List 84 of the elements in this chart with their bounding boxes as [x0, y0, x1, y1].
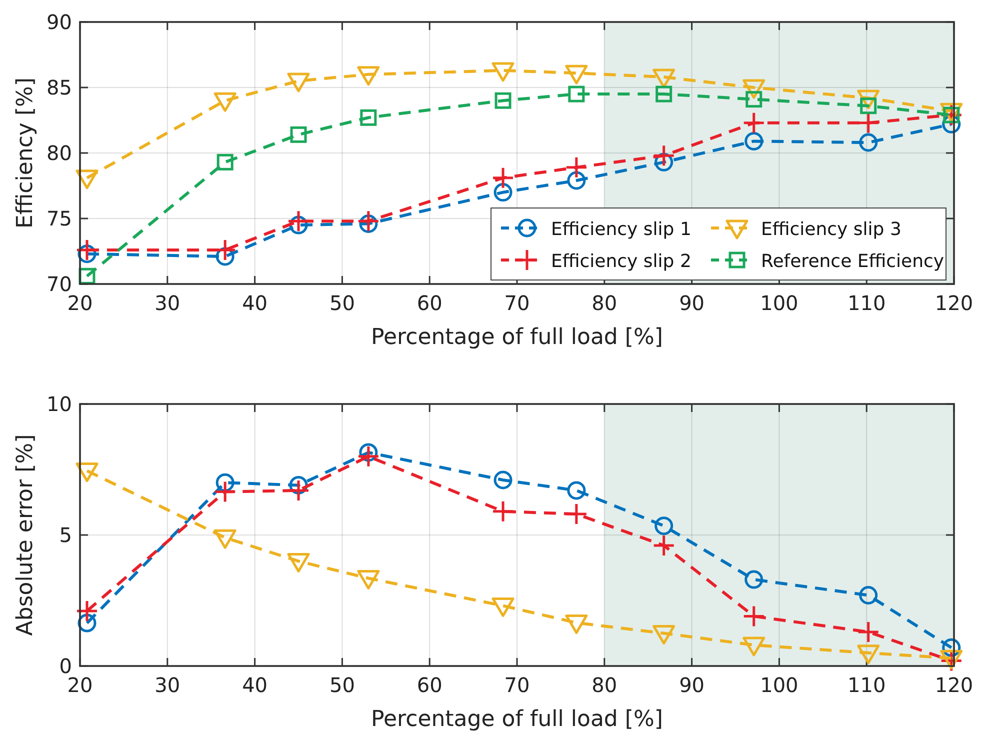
- x-tick-label: 90: [679, 673, 705, 697]
- point: [76, 600, 98, 622]
- x-axis-title: Percentage of full load [%]: [371, 707, 663, 732]
- point: [357, 66, 380, 86]
- point: [78, 614, 96, 632]
- point: [744, 132, 764, 150]
- point: [216, 473, 234, 492]
- x-tick-label: 120: [934, 291, 974, 315]
- point: [214, 480, 236, 504]
- point: [290, 126, 307, 143]
- x-tick-label: 100: [760, 291, 798, 315]
- point: [652, 144, 676, 167]
- y-tick-label: 80: [46, 141, 72, 165]
- point: [652, 68, 676, 88]
- point: [214, 92, 236, 112]
- point: [654, 516, 674, 536]
- x-tick-label: 70: [504, 673, 530, 697]
- point: [652, 534, 676, 557]
- point: [565, 502, 588, 526]
- x-tick-label: 110: [848, 291, 886, 315]
- point: [214, 529, 236, 549]
- point: [744, 570, 764, 589]
- point: [859, 133, 878, 152]
- point: [287, 479, 310, 502]
- point: [492, 62, 514, 82]
- point: [656, 86, 672, 102]
- point: [742, 112, 766, 134]
- y-tick-label: 85: [46, 76, 72, 100]
- x-tick-label: 60: [416, 673, 442, 697]
- y-tick-label: 5: [59, 523, 72, 547]
- legend-label: Efficiency slip 2: [551, 251, 692, 272]
- point: [492, 500, 514, 523]
- point: [565, 614, 588, 634]
- y-axis-title: Efficiency [%]: [13, 77, 38, 229]
- point: [742, 636, 766, 656]
- point: [567, 481, 586, 500]
- point: [565, 156, 588, 179]
- point: [492, 166, 514, 190]
- point: [857, 644, 880, 664]
- x-axis-title: Percentage of full load [%]: [371, 325, 663, 350]
- point: [216, 154, 234, 170]
- point: [360, 109, 377, 126]
- x-tick-label: 90: [679, 291, 705, 315]
- point: [494, 92, 512, 109]
- x-tick-label: 30: [154, 673, 180, 697]
- x-tick-label: 60: [416, 291, 442, 315]
- point: [567, 171, 586, 190]
- x-tick-label: 100: [760, 673, 798, 697]
- point: [494, 183, 512, 202]
- point: [859, 586, 878, 605]
- y-tick-label: 75: [46, 206, 72, 230]
- y-tick-label: 10: [46, 392, 72, 416]
- x-tick-label: 50: [329, 291, 355, 315]
- point: [287, 72, 310, 92]
- point: [492, 597, 514, 617]
- point: [746, 91, 762, 108]
- x-tick-label: 120: [934, 673, 974, 697]
- x-tick-label: 40: [242, 291, 268, 315]
- x-tick-label: 40: [242, 673, 268, 697]
- point: [742, 604, 766, 628]
- point: [357, 445, 380, 468]
- x-tick-label: 80: [592, 291, 618, 315]
- point: [742, 79, 766, 99]
- point: [494, 470, 512, 490]
- x-tick-label: 110: [848, 673, 886, 697]
- point: [287, 552, 310, 572]
- x-tick-label: 50: [329, 673, 355, 697]
- y-tick-label: 90: [46, 10, 72, 34]
- point: [568, 86, 585, 102]
- legend-label: Efficiency slip 3: [761, 219, 902, 240]
- legend-label: Efficiency slip 1: [551, 219, 692, 240]
- point: [565, 64, 588, 84]
- point: [287, 210, 310, 232]
- x-tick-label: 80: [592, 673, 618, 697]
- point: [76, 170, 98, 190]
- point: [357, 570, 380, 590]
- point: [857, 620, 880, 644]
- x-tick-label: 70: [504, 291, 530, 315]
- point: [78, 268, 96, 284]
- x-tick-label: 30: [154, 291, 180, 315]
- legend-label: Reference Efficiency: [761, 251, 944, 272]
- y-axis-title: Absolute error [%]: [13, 434, 38, 636]
- point: [357, 210, 380, 232]
- point: [652, 625, 676, 644]
